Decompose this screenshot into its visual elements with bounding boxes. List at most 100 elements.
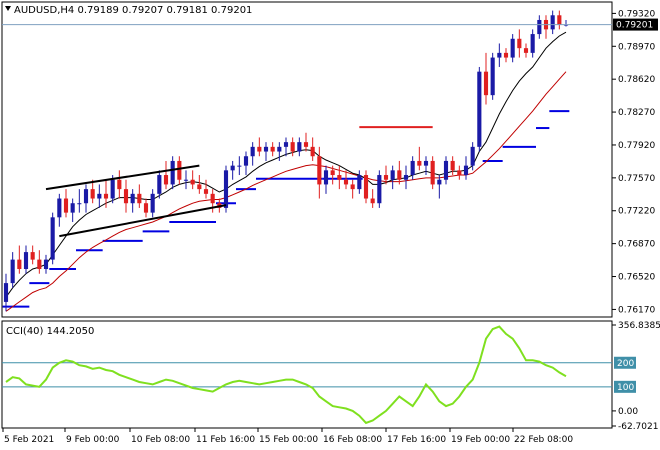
price-y-tick-label: 0.76170: [618, 305, 655, 315]
bear-candle: [557, 15, 562, 25]
bull-candle: [437, 179, 442, 185]
price-y-tick-label: 0.77220: [618, 207, 655, 217]
bear-candle: [370, 198, 375, 204]
bull-candle: [537, 19, 542, 35]
price-y-tick-label: 0.76870: [618, 240, 655, 250]
bear-candle: [363, 175, 369, 199]
bear-candle: [203, 189, 209, 194]
bull-candle: [463, 165, 469, 176]
bear-candle: [37, 259, 42, 270]
price-marks: [2, 10, 570, 312]
bear-candle: [257, 146, 262, 152]
symbol-header: AUDUSD,H4 0.79189 0.79207 0.79181 0.7920…: [14, 5, 252, 16]
trend-line[interactable]: [45, 164, 200, 191]
price-panel-frame: [1, 1, 613, 318]
time-axis: 5 Feb 2021 9 Feb 00:00 10 Feb 08:00 11 Feb …: [2, 428, 573, 445]
cci-panel[interactable]: 356.8385 200 100 0.00 -62.7021 CCI(40) 144.2…: [1, 320, 660, 432]
time-tick-label: 17 Feb 16:00: [387, 435, 446, 445]
bull-candle: [130, 193, 135, 204]
bear-candle: [430, 160, 435, 185]
bear-candle: [103, 193, 109, 199]
cci-marks: [2, 325, 612, 425]
bull-candle: [297, 142, 302, 152]
trend-line[interactable]: [59, 204, 227, 238]
symbol-dropdown-icon[interactable]: [5, 6, 11, 11]
bear-candle: [457, 170, 462, 176]
bear-candle: [143, 203, 149, 213]
bull-candle: [83, 189, 89, 204]
bear-candle: [290, 142, 295, 152]
bull-candle: [550, 15, 555, 30]
bull-candle: [70, 203, 75, 213]
bull-candle: [110, 179, 115, 199]
time-tick-label: 22 Feb 08:00: [514, 435, 573, 445]
bull-candle: [3, 283, 9, 302]
cci-level-label: 200: [617, 359, 634, 369]
time-tick-label: 16 Feb 08:00: [323, 435, 382, 445]
cci-level-tag: [614, 356, 636, 369]
bull-candle: [10, 259, 15, 284]
time-tick-label: 19 Feb 00:00: [451, 435, 510, 445]
bear-candle: [197, 184, 202, 190]
bear-candle: [337, 175, 342, 180]
price-y-tick-label: 0.77920: [618, 141, 655, 151]
bull-candle: [183, 179, 189, 181]
slow-moving-average-line: [5, 71, 567, 312]
bear-candle: [523, 48, 529, 53]
bear-candle: [30, 252, 35, 260]
bull-candle: [277, 146, 282, 152]
bull-candle: [530, 34, 535, 53]
bear-candle: [317, 156, 322, 185]
bear-candle: [303, 142, 309, 147]
bull-candle: [57, 198, 62, 218]
bull-candle: [50, 217, 55, 260]
price-y-tick-label: 0.79320: [618, 9, 655, 19]
bear-candle: [517, 38, 522, 49]
time-tick-label: 5 Feb 2021: [4, 435, 54, 445]
cci-line: [5, 325, 567, 425]
time-tick-label: 10 Feb 08:00: [131, 435, 190, 445]
bull-candle: [423, 160, 429, 166]
price-y-tick-label: 0.78270: [618, 108, 655, 118]
bear-candle: [383, 175, 389, 180]
price-y-tick-label: 0.78970: [618, 42, 655, 52]
bull-candle: [250, 146, 255, 157]
bear-candle: [310, 146, 315, 157]
bear-candle: [270, 146, 275, 152]
bull-candle: [477, 71, 482, 147]
bear-candle: [483, 71, 489, 96]
bull-candle: [323, 170, 329, 185]
price-y-tick-label: 0.77570: [618, 174, 655, 184]
bear-candle: [503, 52, 509, 58]
bear-candle: [117, 179, 122, 190]
bear-candle: [123, 189, 129, 204]
bear-candle: [417, 160, 422, 166]
bull-candle: [23, 252, 29, 270]
cci-level-label: 100: [617, 383, 634, 393]
bull-candle: [377, 175, 382, 204]
bull-candle: [490, 57, 495, 96]
bull-candle: [443, 160, 449, 180]
bear-candle: [343, 179, 349, 185]
cci-panel-frame: [1, 320, 613, 429]
bear-candle: [450, 160, 455, 171]
time-tick-label: 15 Feb 00:00: [259, 435, 318, 445]
bear-candle: [350, 184, 355, 190]
price-panel[interactable]: 0.79320 0.78970 0.78620 0.78270 0.77920 0.775…: [1, 1, 658, 318]
bear-candle: [137, 193, 142, 204]
bull-candle: [403, 175, 409, 180]
bull-candle: [223, 170, 229, 208]
time-tick-label: 11 Feb 16:00: [196, 435, 255, 445]
bull-candle: [170, 160, 175, 185]
bull-candle: [77, 203, 82, 205]
cci-level-tag: [614, 380, 636, 393]
bear-candle: [190, 179, 195, 185]
bull-candle: [263, 146, 269, 152]
cci-y-tick-label: -62.7021: [618, 422, 658, 432]
bear-candle: [330, 170, 335, 176]
bear-candle: [17, 259, 22, 270]
bear-candle: [90, 189, 95, 199]
bull-candle: [283, 142, 289, 147]
